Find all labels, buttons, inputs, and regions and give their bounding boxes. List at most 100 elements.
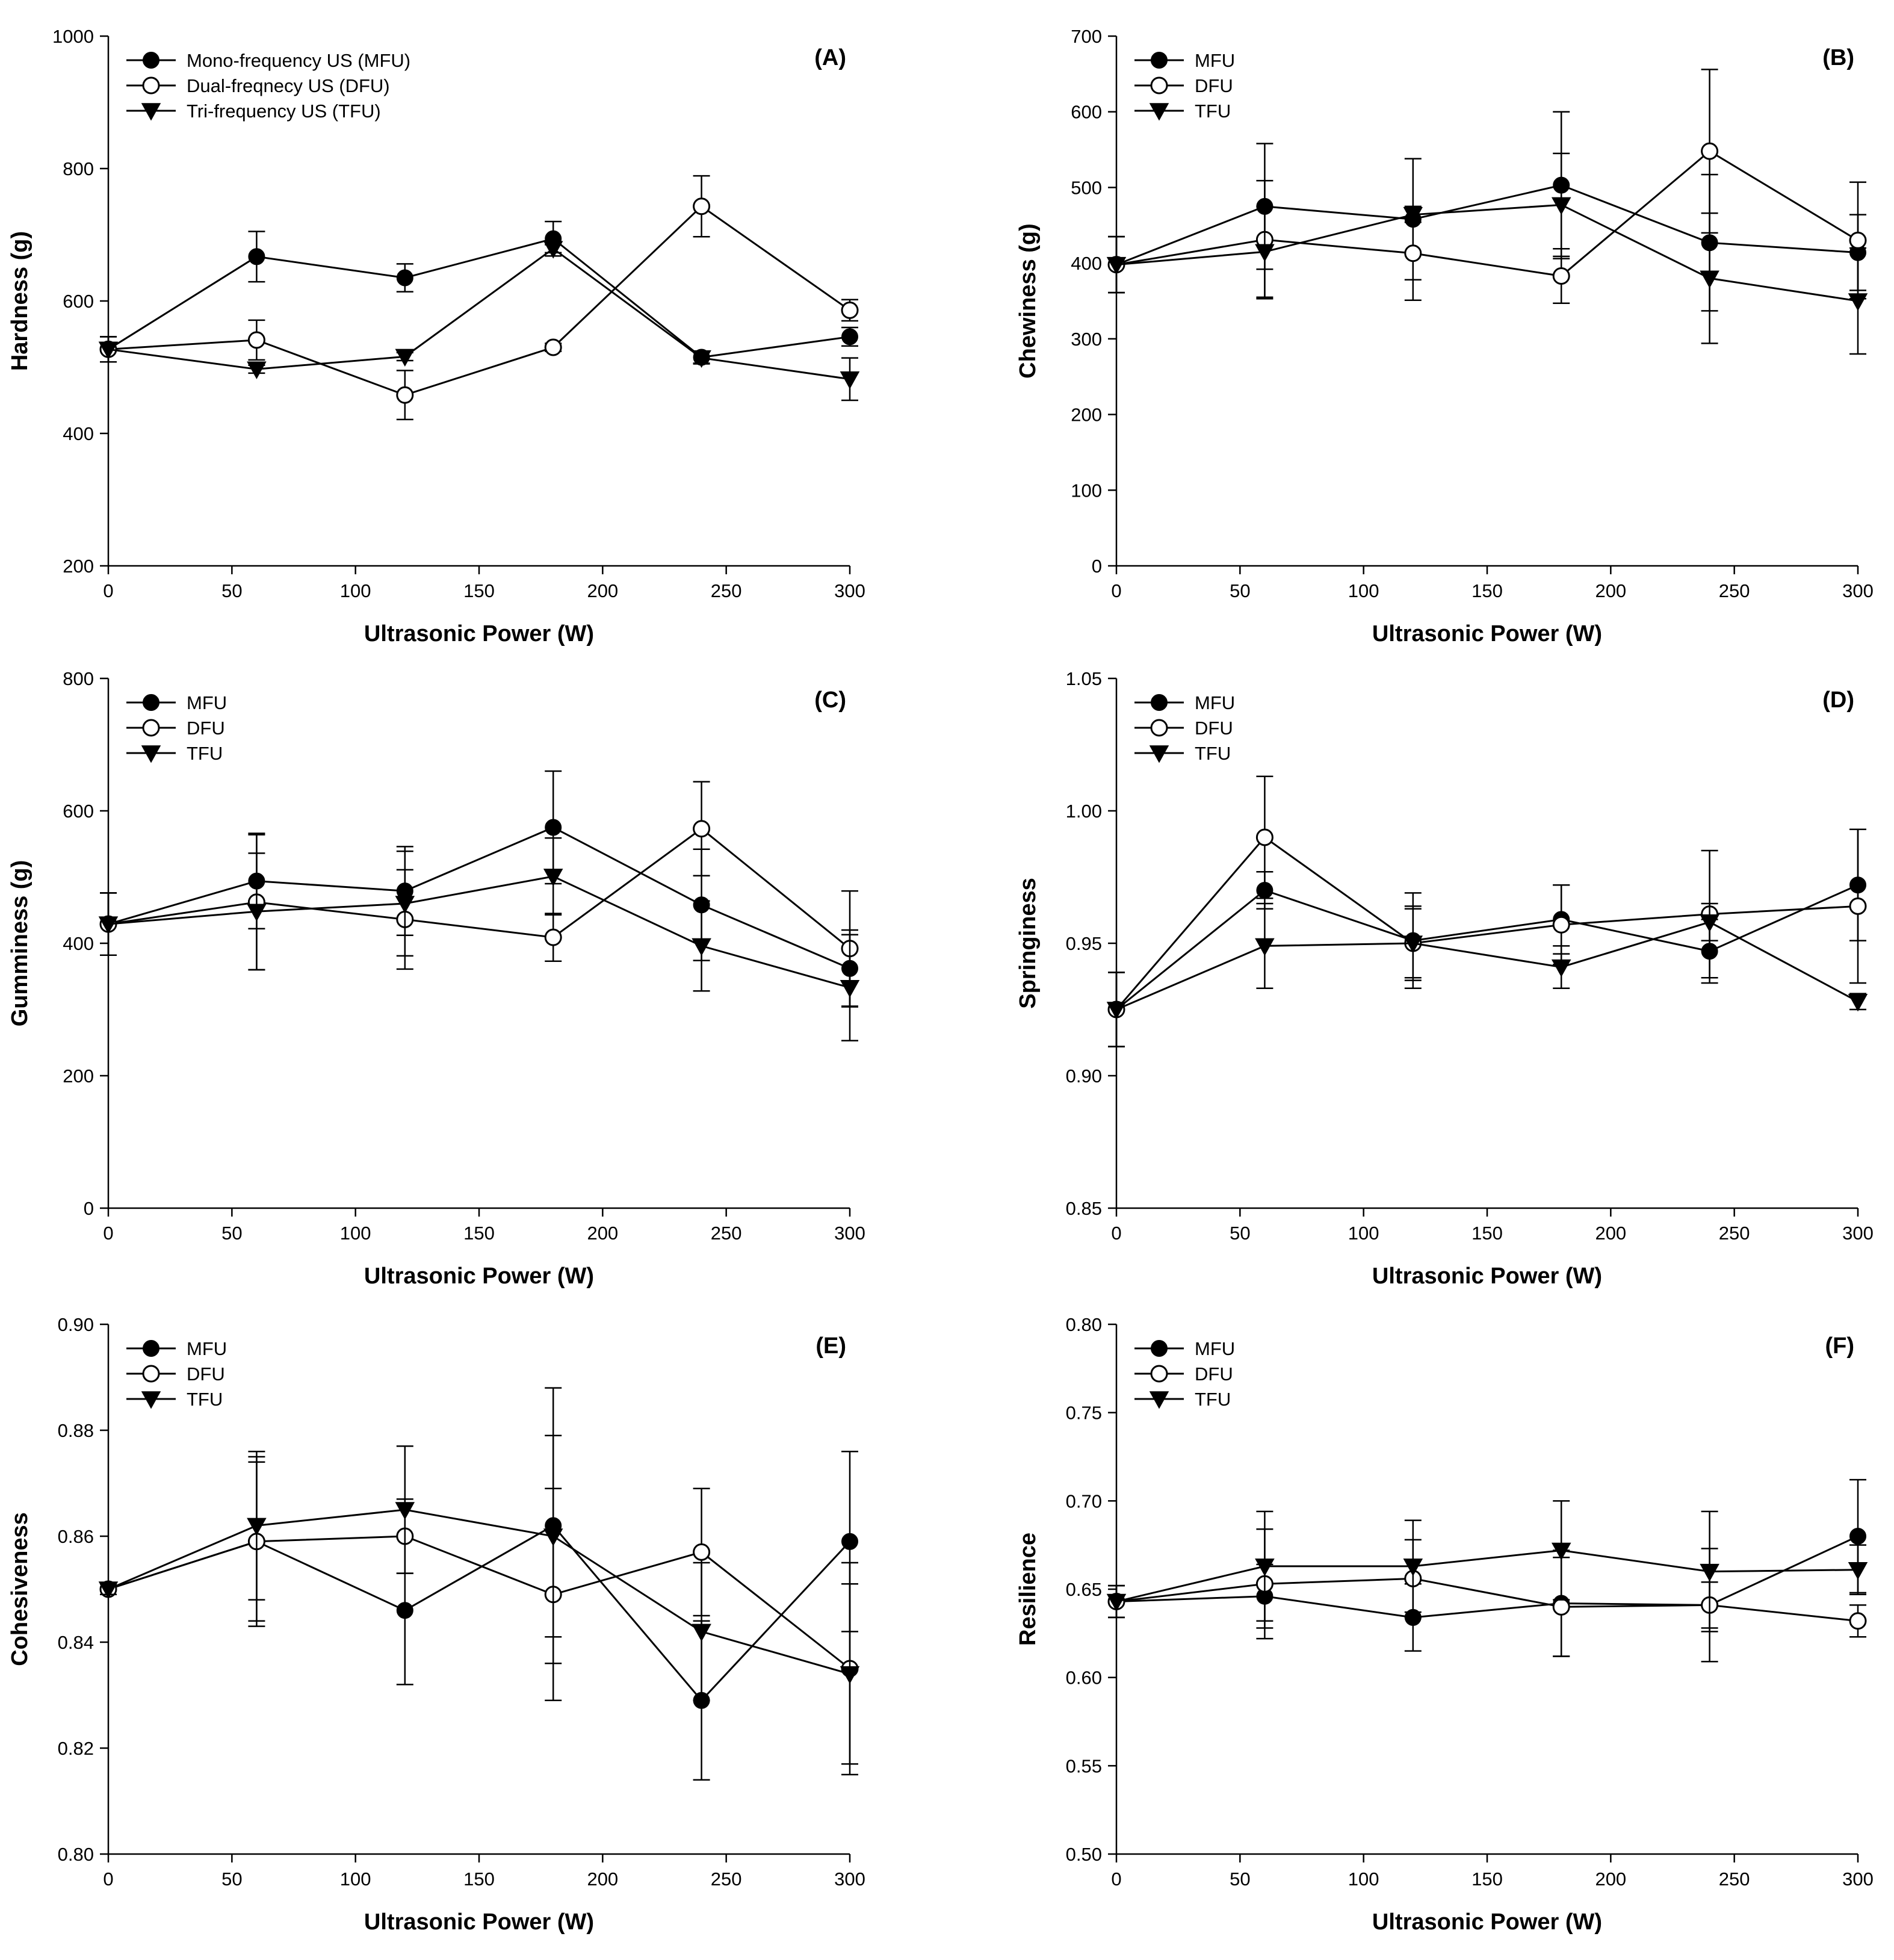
data-point <box>1552 267 1570 285</box>
legend-marker <box>1150 719 1168 737</box>
series-tfu <box>1106 902 1868 1047</box>
y-axis-title: Cohesiveness <box>7 1512 32 1666</box>
x-tick-label: 0 <box>1111 580 1121 601</box>
series-line <box>108 1535 850 1670</box>
y-tick-label: 0.84 <box>58 1632 94 1653</box>
series-line <box>1116 921 1858 1011</box>
data-point <box>840 371 860 389</box>
y-tick-label: 400 <box>1071 253 1102 274</box>
legend-marker <box>1151 1340 1168 1357</box>
legend-marker <box>142 76 160 95</box>
y-axis-title: Resilience <box>1015 1533 1041 1646</box>
legend-marker <box>1150 76 1168 95</box>
x-tick-label: 300 <box>1842 1869 1874 1890</box>
y-tick-label: 0.86 <box>58 1526 94 1547</box>
y-axis-title: Springiness <box>1015 878 1041 1009</box>
panel-label: (B) <box>1822 45 1854 70</box>
x-tick-label: 100 <box>340 580 371 601</box>
series-line <box>1116 1549 1858 1602</box>
legend-marker <box>141 745 161 763</box>
y-tick-label: 800 <box>63 158 94 179</box>
x-tick-label: 300 <box>1842 580 1874 601</box>
y-tick-label: 0.82 <box>58 1738 94 1759</box>
series-mfu <box>1108 828 1866 1047</box>
series-line <box>108 1509 850 1675</box>
data-point <box>1255 828 1273 846</box>
data-point <box>1255 244 1275 262</box>
legend-label: Tri-frequency US (TFU) <box>187 101 381 122</box>
data-point <box>1848 293 1868 311</box>
y-tick-label: 0.85 <box>1066 1198 1102 1219</box>
y-tick-label: 200 <box>1071 405 1102 426</box>
y-tick-label: 0.90 <box>58 1314 94 1335</box>
x-tick-label: 200 <box>1595 1869 1626 1890</box>
x-tick-label: 0 <box>1111 1223 1121 1244</box>
data-point <box>1849 1612 1867 1630</box>
data-point <box>395 1502 415 1520</box>
series-tfu <box>98 1434 860 1765</box>
data-point <box>396 386 414 404</box>
legend-label: TFU <box>187 743 223 764</box>
legend-marker <box>142 719 160 737</box>
series-mfu <box>100 770 858 1008</box>
series-line <box>1116 884 1858 1011</box>
panel-b: 0 100 200 300 400 500 600 700 0 50 100 150 200 250 300… <box>1015 26 1874 647</box>
series-mfu <box>100 1387 858 1781</box>
y-tick-label: 0.50 <box>1066 1844 1102 1865</box>
panel-label: (F) <box>1825 1333 1854 1359</box>
legend-label: DFU <box>187 718 225 739</box>
x-axis-title: Ultrasonic Power (W) <box>364 1909 594 1935</box>
y-tick-label: 0.75 <box>1066 1403 1102 1424</box>
legend: MFU DFU TFU <box>1134 50 1235 122</box>
legend-label: MFU <box>187 692 227 713</box>
x-axis-title: Ultrasonic Power (W) <box>1372 621 1602 647</box>
series-line <box>108 875 850 989</box>
series-dual-freqnecy-us-dfu- <box>99 175 859 421</box>
data-point <box>1701 142 1719 160</box>
data-point <box>693 1543 711 1561</box>
series-line <box>1116 150 1858 278</box>
panel-e: 0.80 0.82 0.84 0.86 0.88 0.90 0 50 100 150 200 250 3… <box>7 1314 865 1935</box>
x-tick-label: 50 <box>1230 1869 1250 1890</box>
y-tick-label: 600 <box>63 291 94 312</box>
data-point <box>692 350 711 368</box>
y-tick-label: 100 <box>1071 480 1102 501</box>
x-tick-label: 250 <box>1719 1869 1750 1890</box>
legend: MFU DFU TFU <box>126 692 227 764</box>
x-tick-label: 250 <box>1719 580 1750 601</box>
legend-marker <box>143 52 159 69</box>
legend: MFU DFU TFU <box>1134 1338 1235 1410</box>
y-tick-label: 600 <box>1071 102 1102 123</box>
legend: MFU DFU TFU <box>1134 692 1235 764</box>
x-tick-label: 300 <box>834 1223 865 1244</box>
legend-marker <box>141 1391 161 1409</box>
x-tick-label: 100 <box>1348 1223 1379 1244</box>
x-tick-label: 0 <box>103 580 113 601</box>
legend-label: DFU <box>1195 1363 1233 1385</box>
data-point <box>1255 938 1275 956</box>
y-tick-label: 500 <box>1071 177 1102 198</box>
x-tick-label: 150 <box>1472 580 1503 601</box>
series-mfu <box>1108 111 1866 312</box>
data-point <box>1255 1558 1275 1577</box>
data-point <box>543 1528 563 1546</box>
data-point <box>1106 1593 1127 1612</box>
y-tick-label: 300 <box>1071 329 1102 350</box>
y-tick-label: 0.88 <box>58 1420 94 1441</box>
data-point <box>247 1518 267 1536</box>
x-tick-label: 300 <box>834 1869 865 1890</box>
legend-marker <box>143 1340 159 1357</box>
x-tick-label: 100 <box>340 1869 371 1890</box>
series-tfu <box>98 837 860 1041</box>
y-tick-label: 0.70 <box>1066 1490 1102 1512</box>
x-axis-title: Ultrasonic Power (W) <box>1372 1264 1602 1289</box>
legend-label: DFU <box>1195 75 1233 96</box>
panel-a: 200 400 600 800 1000 0 50 100 150 200 250 300 Ultras… <box>7 26 865 647</box>
y-tick-label: 0.90 <box>1066 1065 1102 1087</box>
x-tick-label: 50 <box>221 1223 242 1244</box>
legend: MFU DFU TFU <box>126 1338 227 1410</box>
legend-marker <box>143 694 159 711</box>
x-tick-label: 100 <box>1348 1869 1379 1890</box>
panel-c: 0 200 400 600 800 0 50 100 150 200 250 300 Ultrasoni… <box>7 668 865 1289</box>
